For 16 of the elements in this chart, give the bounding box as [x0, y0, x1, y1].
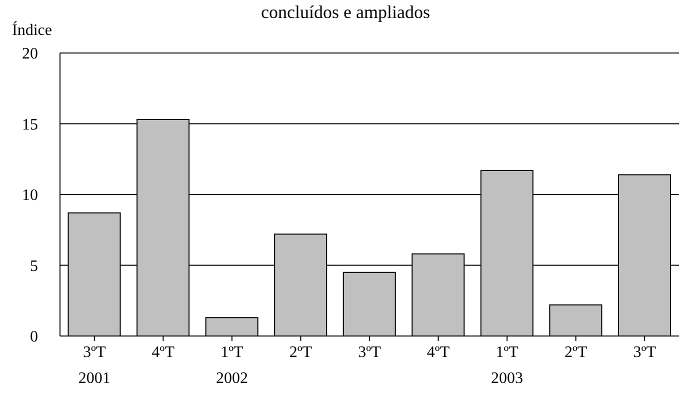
x-tick-label: 2ºT [289, 344, 312, 361]
y-tick-label: 20 [22, 46, 38, 63]
x-tick-label: 3ºT [358, 344, 382, 361]
y-tick-label: 0 [30, 328, 38, 346]
chart-title: concluídos e ampliados [260, 2, 431, 23]
y-tick-label: 10 [22, 187, 38, 204]
x-tick-label: 1ºT 2003 [491, 344, 524, 387]
y-tick-label: 15 [22, 116, 38, 134]
y-tick-label: 5 [30, 258, 38, 275]
x-tick-label: 2ºT [564, 344, 588, 361]
x-tick-label: 1ºT 2002 [216, 344, 248, 387]
y-axis-title: Índice [12, 22, 52, 40]
x-tick-label: 4ºT [152, 344, 175, 361]
x-tick-label: 4ºT [426, 344, 450, 361]
x-tick-label: 3ºT 2001 [78, 344, 110, 387]
x-tick-label: 3ºT [633, 344, 656, 361]
